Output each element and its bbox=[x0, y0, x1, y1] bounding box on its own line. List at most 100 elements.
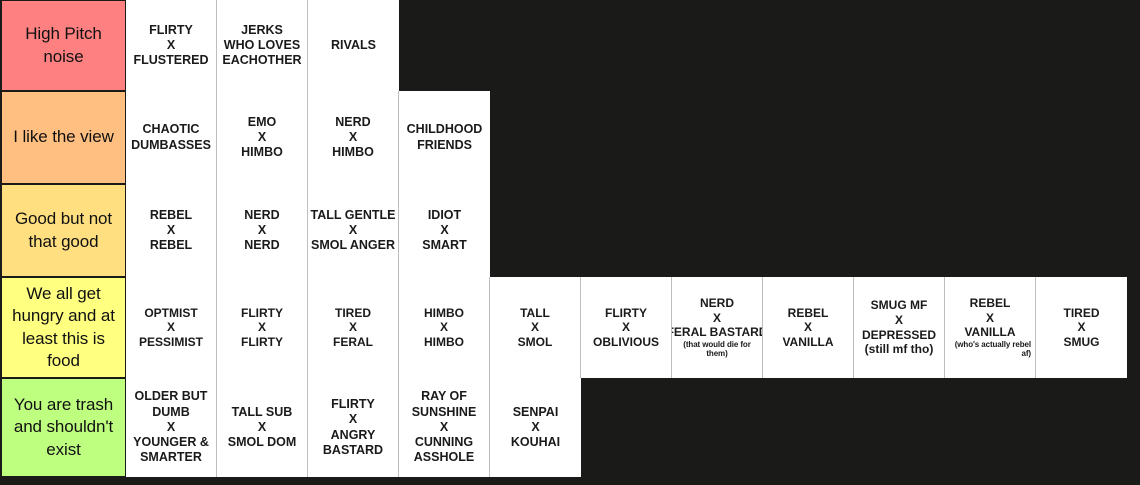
tier-item-line: HIMBO bbox=[332, 145, 374, 160]
tier-item-line: X bbox=[712, 310, 721, 325]
tier-item-line: DUMBASSES bbox=[131, 137, 211, 152]
tier-item-line: X bbox=[257, 320, 266, 335]
tier-item[interactable]: FLIRTY X ANGRY BASTARD bbox=[308, 378, 399, 477]
tier-label-2[interactable]: I like the view bbox=[0, 91, 126, 184]
tier-item[interactable]: OLDER BUT DUMB X YOUNGER & SMARTER bbox=[126, 378, 217, 477]
tier-item-line: YOUNGER & bbox=[133, 435, 209, 450]
tier-item[interactable]: FLIRTY X OBLIVIOUS bbox=[581, 277, 672, 378]
tier-item[interactable]: TALL GENTLE X SMOL ANGER bbox=[308, 184, 399, 277]
tier-item-line: HIMBO bbox=[424, 305, 464, 320]
tier-items-2[interactable]: CHAOTIC DUMBASSES EMO X HIMBO NERD X HIMBO CHILD… bbox=[126, 91, 1140, 184]
tier-item-line: CHAOTIC bbox=[142, 122, 200, 137]
tier-item[interactable]: NERD X FERAL BASTARD (that would die for th… bbox=[672, 277, 763, 378]
tier-item-line: X bbox=[166, 419, 176, 434]
tier-items-1[interactable]: FLIRTY X FLUSTERED JERKS WHO LOVES EACHOTHER R… bbox=[126, 0, 1140, 91]
tier-item[interactable]: CHILDHOOD FRIENDS bbox=[399, 91, 490, 184]
tier-item-line: SMOL ANGER bbox=[310, 238, 396, 253]
tier-item-line: REBEL bbox=[149, 207, 193, 222]
tier-item-line: X bbox=[257, 222, 267, 237]
tier-item-line: REBEL bbox=[787, 305, 829, 320]
tier-item[interactable]: HIMBO X HIMBO bbox=[399, 277, 490, 378]
tier-item-line: X bbox=[348, 320, 357, 335]
tier-item-line: FERAL BASTARD bbox=[672, 325, 763, 340]
tier-row: I like the view CHAOTIC DUMBASSES EMO X HIMB… bbox=[0, 91, 1140, 184]
tier-item[interactable]: SENPAI X KOUHAI bbox=[490, 378, 581, 477]
tier-item-line: EMO bbox=[247, 114, 277, 129]
tier-item-line: BASTARD bbox=[322, 442, 384, 457]
tier-item-line: X bbox=[1077, 320, 1086, 335]
tier-item[interactable]: RAY OF SUNSHINE X CUNNING ASSHOLE bbox=[399, 378, 490, 477]
tier-item[interactable]: SMUG MF X DEPRESSED (still mf tho) bbox=[854, 277, 945, 378]
tier-item[interactable]: NERD X NERD bbox=[217, 184, 308, 277]
tier-item-line: X bbox=[348, 222, 358, 237]
tier-label-5[interactable]: You are trash and shouldn't exist bbox=[0, 378, 126, 477]
tier-item-line: X bbox=[166, 222, 176, 237]
tier-item[interactable]: CHAOTIC DUMBASSES bbox=[126, 91, 217, 184]
tier-item-line: VANILLA bbox=[782, 334, 834, 349]
tier-item-line: CUNNING bbox=[414, 435, 474, 450]
tier-item-line: TALL GENTLE bbox=[310, 207, 396, 222]
tier-item[interactable]: RIVALS bbox=[308, 0, 399, 91]
tier-item-line: X bbox=[894, 312, 903, 327]
tier-item-line: REBEL bbox=[969, 296, 1011, 311]
tier-item[interactable]: TALL X SMOL bbox=[490, 277, 581, 378]
tier-item-subtext: (who's actually rebel af) bbox=[954, 340, 1031, 359]
tier-row: You are trash and shouldn't exist OLDER … bbox=[0, 378, 1140, 477]
tier-item-line: X bbox=[531, 419, 540, 434]
tier-item-line: NERD bbox=[699, 296, 734, 311]
tier-label-4[interactable]: We all get hungry and at least this is f… bbox=[0, 277, 126, 378]
tier-item-line: X bbox=[621, 320, 630, 335]
tier-item-line: X bbox=[439, 320, 448, 335]
tier-item-line: OLDER BUT bbox=[134, 389, 208, 404]
tier-item[interactable]: OPTMIST X PESSIMIST bbox=[126, 277, 217, 378]
tier-item-line: DEPRESSED bbox=[861, 327, 937, 342]
tier-item-line: FLUSTERED bbox=[133, 53, 209, 68]
tier-item-line: RIVALS bbox=[331, 37, 376, 52]
tier-items-4[interactable]: OPTMIST X PESSIMIST FLIRTY X FLIRTY TIRED X FERA… bbox=[126, 277, 1140, 378]
tier-item-line: PESSIMIST bbox=[138, 334, 203, 349]
tier-item-line: TIRED bbox=[335, 305, 371, 320]
tier-row: We all get hungry and at least this is f… bbox=[0, 277, 1140, 378]
tier-item-line: NERD bbox=[244, 238, 280, 253]
tier-item-line: FLIRTY bbox=[241, 305, 283, 320]
tier-item-line: X bbox=[348, 129, 358, 144]
tier-item[interactable]: REBEL X REBEL bbox=[126, 184, 217, 277]
tier-item-line: SMUG bbox=[1063, 334, 1100, 349]
tier-item-line: SMUG MF bbox=[870, 298, 928, 313]
tier-item[interactable]: JERKS WHO LOVES EACHOTHER bbox=[217, 0, 308, 91]
tier-item-line: SMARTER bbox=[140, 450, 202, 465]
tier-label-3[interactable]: Good but not that good bbox=[0, 184, 126, 277]
tier-item-line: DUMB bbox=[152, 404, 190, 419]
tier-label-1[interactable]: High Pitch noise bbox=[0, 0, 126, 91]
tier-item-line: SMOL DOM bbox=[227, 435, 297, 450]
tier-item[interactable]: TIRED X SMUG bbox=[1036, 277, 1127, 378]
tier-items-3[interactable]: REBEL X REBEL NERD X NERD TALL GENTLE X SMOL ANG… bbox=[126, 184, 1140, 277]
tier-item[interactable]: NERD X HIMBO bbox=[308, 91, 399, 184]
tier-item-line: X bbox=[803, 320, 812, 335]
tier-item[interactable]: TIRED X FERAL bbox=[308, 277, 399, 378]
tier-row: High Pitch noise FLIRTY X FLUSTERED JERKS WH… bbox=[0, 0, 1140, 91]
tier-item[interactable]: EMO X HIMBO bbox=[217, 91, 308, 184]
tier-item-line: CHILDHOOD bbox=[406, 122, 483, 137]
tier-item-line: ASSHOLE bbox=[413, 450, 475, 465]
tier-items-5[interactable]: OLDER BUT DUMB X YOUNGER & SMARTER TALL SUB X S… bbox=[126, 378, 1140, 477]
tier-item[interactable]: TALL SUB X SMOL DOM bbox=[217, 378, 308, 477]
tier-item[interactable]: REBEL X VANILLA (who's actually rebel af) bbox=[945, 277, 1036, 378]
tier-item-line: X bbox=[166, 37, 176, 52]
tier-item-line: SMOL bbox=[517, 334, 553, 349]
tier-item[interactable]: FLIRTY X FLUSTERED bbox=[126, 0, 217, 91]
tier-item-line: FLIRTY bbox=[331, 397, 375, 411]
tier-item[interactable]: IDIOT X SMART bbox=[399, 184, 490, 277]
tier-item-line: X bbox=[257, 129, 267, 144]
tier-item[interactable]: FLIRTY X FLIRTY bbox=[217, 277, 308, 378]
tier-item-line: KOUHAI bbox=[510, 435, 561, 450]
tier-item-line: EACHOTHER bbox=[222, 53, 302, 68]
tier-item-line: SUNSHINE bbox=[411, 404, 477, 419]
tier-item-line: NERD bbox=[244, 207, 280, 222]
tier-item[interactable]: REBEL X VANILLA bbox=[763, 277, 854, 378]
tier-item-line: X bbox=[348, 412, 358, 427]
tier-item-line: OBLIVIOUS bbox=[592, 334, 659, 349]
tier-item-line: FLIRTY bbox=[605, 305, 647, 320]
tier-item-line: X bbox=[439, 419, 449, 434]
tier-item-line: FLIRTY bbox=[241, 334, 283, 349]
